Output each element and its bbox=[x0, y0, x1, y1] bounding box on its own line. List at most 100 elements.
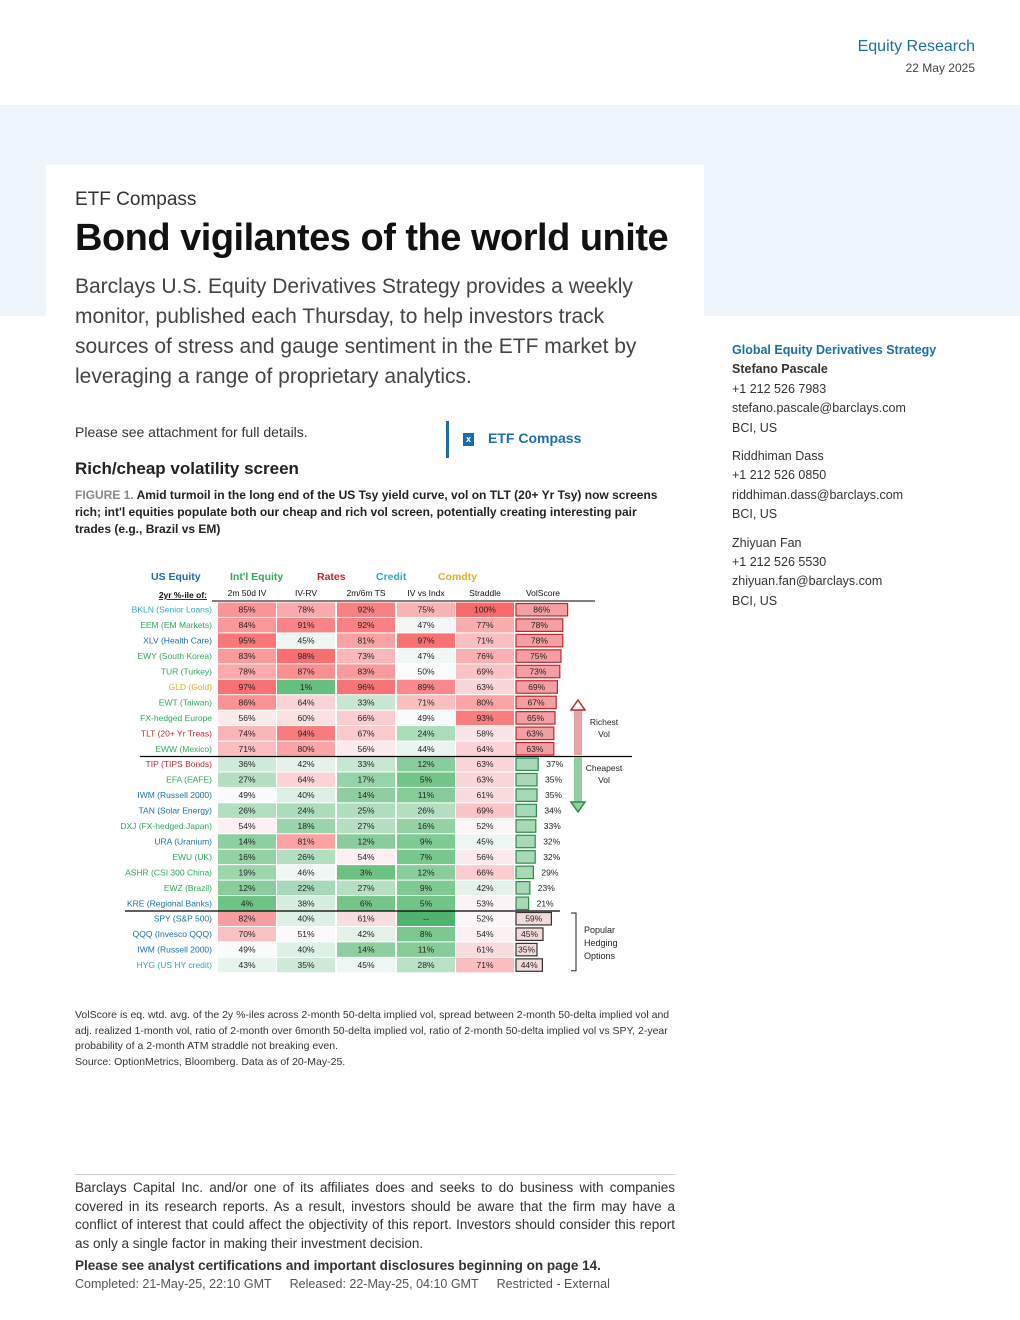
volscore-label: 67% bbox=[528, 697, 545, 707]
heatmap-cell bbox=[218, 803, 276, 818]
volscore-bar bbox=[515, 757, 539, 772]
cell-value: 33% bbox=[357, 697, 374, 707]
heatmap-cell bbox=[456, 772, 514, 787]
cell-value: 38% bbox=[297, 898, 314, 908]
cell-value: 45% bbox=[357, 960, 374, 970]
row-label: GLD (Gold) bbox=[169, 682, 213, 692]
heatmap-cell bbox=[277, 787, 335, 803]
cell-value: 70% bbox=[238, 929, 255, 939]
volscore-label: 33% bbox=[544, 821, 561, 831]
row-label: IWM (Russell 2000) bbox=[137, 945, 212, 955]
analyst-entity: BCI, US bbox=[732, 593, 778, 608]
heatmap-cell bbox=[397, 741, 455, 756]
volscore-label: 35% bbox=[518, 945, 535, 955]
cell-value: 47% bbox=[417, 620, 434, 630]
heatmap-cell bbox=[456, 787, 514, 803]
heatmap-cell bbox=[456, 942, 514, 957]
heatmap-cell bbox=[456, 617, 514, 633]
analyst-email[interactable]: riddhiman.dass@barclays.com bbox=[732, 487, 904, 502]
volscore-bar bbox=[515, 772, 538, 787]
cell-value: 28% bbox=[417, 960, 434, 970]
column-header: VolScore bbox=[526, 588, 560, 598]
cell-value: 64% bbox=[297, 775, 314, 785]
cell-value: 26% bbox=[297, 852, 314, 862]
cell-value: 12% bbox=[238, 883, 255, 893]
volscore-label: 75% bbox=[530, 651, 547, 661]
cell-value: 27% bbox=[357, 821, 374, 831]
heatmap-cell bbox=[277, 834, 335, 849]
analyst-email[interactable]: zhiyuan.fan@barclays.com bbox=[732, 574, 883, 589]
heatmap-cell bbox=[337, 679, 395, 695]
cell-value: 76% bbox=[476, 651, 493, 661]
cell-value: 82% bbox=[238, 914, 255, 924]
cell-value: 80% bbox=[476, 697, 493, 707]
cell-value: 92% bbox=[357, 605, 374, 615]
cell-value: 81% bbox=[297, 836, 314, 846]
volscore-label: 32% bbox=[543, 852, 560, 862]
volscore-label: 86% bbox=[533, 605, 550, 615]
volscore-label: 35% bbox=[545, 775, 562, 785]
analyst-contacts: Global Equity Derivatives Strategy Stefa… bbox=[732, 341, 992, 611]
volscore-label: 21% bbox=[537, 898, 554, 908]
heatmap-cell bbox=[218, 880, 276, 896]
row-label: EWU (UK) bbox=[172, 852, 212, 862]
row-label: TAN (Solar Energy) bbox=[138, 806, 212, 816]
heatmap-cell bbox=[397, 633, 455, 648]
cell-value: 16% bbox=[417, 821, 434, 831]
heatmap-cell bbox=[277, 741, 335, 756]
document-intro: Barclays U.S. Equity Derivatives Strateg… bbox=[75, 275, 637, 388]
volscore-bar bbox=[515, 618, 564, 633]
volscore-bar bbox=[515, 834, 536, 849]
cell-value: 12% bbox=[417, 759, 434, 769]
heatmap-cell bbox=[277, 633, 335, 648]
cell-value: 14% bbox=[357, 790, 374, 800]
volscore-label: 63% bbox=[526, 744, 543, 754]
cell-value: 35% bbox=[297, 960, 314, 970]
hedge-annotation: Popular bbox=[584, 925, 615, 935]
volscore-label: 78% bbox=[531, 620, 548, 630]
heatmap-cell bbox=[397, 911, 455, 926]
cell-value: 52% bbox=[476, 821, 493, 831]
attachment-link[interactable]: x ETF Compass bbox=[463, 430, 581, 446]
cell-value: 18% bbox=[297, 821, 314, 831]
heatmap-cell bbox=[218, 648, 276, 664]
row-label: DXJ (FX-hedged Japan) bbox=[120, 821, 212, 831]
heatmap-cell bbox=[337, 926, 395, 942]
heatmap-cell bbox=[277, 602, 335, 617]
heatmap-cell bbox=[218, 695, 276, 710]
figure-caption-text: Amid turmoil in the long end of the US T… bbox=[75, 488, 658, 536]
cheap-arrow-shaft bbox=[574, 757, 582, 802]
cell-value: 12% bbox=[417, 867, 434, 877]
cell-value: 11% bbox=[418, 790, 435, 800]
heatmap-cell bbox=[397, 648, 455, 664]
cell-value: 71% bbox=[476, 960, 493, 970]
heatmap-cell bbox=[277, 757, 335, 772]
column-header: IV vs Indx bbox=[407, 588, 445, 598]
heatmap-cell bbox=[277, 695, 335, 710]
heatmap-cell bbox=[397, 664, 455, 679]
completed-time: Completed: 21-May-25, 22:10 GMT bbox=[75, 1277, 272, 1291]
heatmap-cell bbox=[456, 926, 514, 942]
analyst-email[interactable]: stefano.pascale@barclays.com bbox=[732, 401, 906, 416]
cell-value: 58% bbox=[476, 728, 493, 738]
heatmap-cell bbox=[397, 726, 455, 741]
volscore-label: 65% bbox=[527, 713, 544, 723]
heatmap-cell bbox=[218, 834, 276, 849]
heatmap-cell bbox=[218, 679, 276, 695]
cell-value: 54% bbox=[238, 821, 255, 831]
cell-value: 92% bbox=[357, 620, 374, 630]
cell-value: 63% bbox=[476, 759, 493, 769]
cell-value: 85% bbox=[238, 605, 255, 615]
cell-value: 60% bbox=[297, 713, 314, 723]
section-heading: Rich/cheap volatility screen bbox=[75, 459, 299, 478]
cell-value: 24% bbox=[297, 806, 314, 816]
analyst-name: Zhiyuan Fan bbox=[732, 535, 802, 550]
volscore-bar bbox=[515, 711, 556, 725]
heatmap-cell bbox=[397, 710, 455, 726]
hedge-annotation: Options bbox=[584, 951, 616, 961]
heatmap-cell bbox=[456, 726, 514, 741]
heatmap-cell bbox=[397, 957, 455, 973]
heatmap-cell bbox=[397, 787, 455, 803]
hedge-bracket bbox=[571, 912, 577, 972]
attachment-link-label: ETF Compass bbox=[488, 430, 582, 446]
